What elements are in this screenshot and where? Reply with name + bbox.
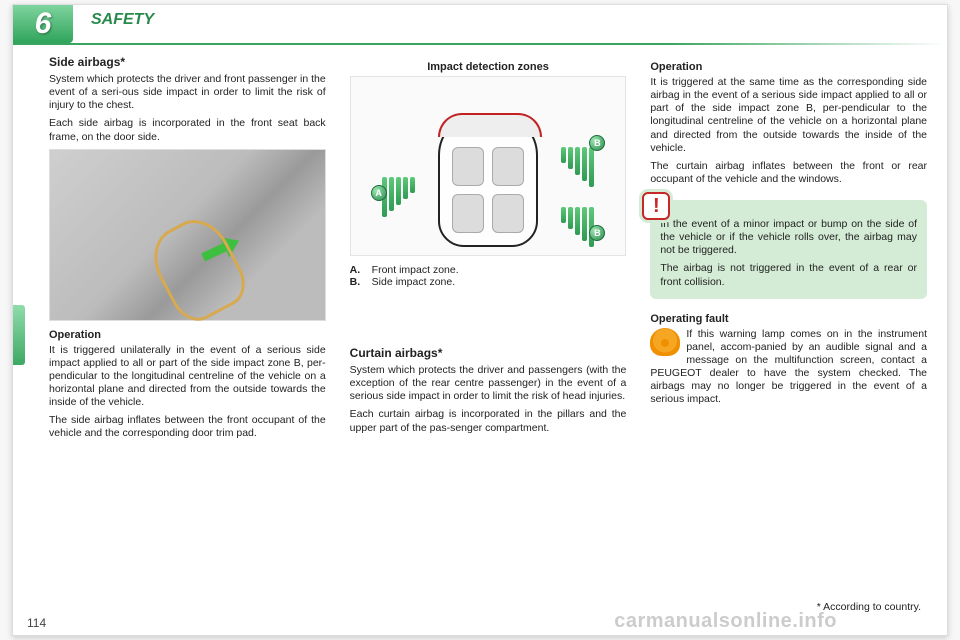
column-1: Side airbags* System which protects the …: [49, 55, 326, 613]
legend-text-b: Side impact zone.: [372, 276, 455, 288]
section-badge: 6: [13, 5, 73, 43]
seat-airbag-image: [49, 149, 326, 321]
caution-note: ! In the event of a minor impact or bump…: [650, 200, 927, 299]
legend-key-b: B.: [350, 276, 372, 288]
column-3: Operation It is triggered at the same ti…: [650, 55, 927, 613]
car-seats-icon: [452, 147, 524, 233]
operation-heading-2: Operation: [650, 61, 927, 73]
side-airbags-para-2: Each side airbag is incorporated in the …: [49, 117, 326, 143]
marker-a: A: [371, 185, 387, 201]
side-airbags-heading: Side airbags*: [49, 55, 326, 69]
operation-para-2a: It is triggered at the same time as the …: [650, 76, 927, 155]
section-title: SAFETY: [91, 11, 154, 29]
legend-text-a: Front impact zone.: [372, 264, 459, 276]
marker-b-bottom: B: [589, 225, 605, 241]
operation-para-1a: It is triggered unilaterally in the even…: [49, 344, 326, 410]
note-text-1: In the event of a minor impact or bump o…: [660, 218, 917, 257]
marker-b-top: B: [589, 135, 605, 151]
curtain-airbags-heading: Curtain airbags*: [350, 346, 627, 360]
legend-row-b: B. Side impact zone.: [350, 276, 627, 288]
legend-key-a: A.: [350, 264, 372, 276]
note-text-2: The airbag is not triggered in the event…: [660, 262, 917, 288]
caution-icon: !: [642, 192, 670, 220]
page-number: 114: [27, 616, 46, 630]
operating-fault-body: If this warning lamp comes on in the ins…: [650, 328, 927, 406]
impact-zones-heading: Impact detection zones: [350, 61, 627, 73]
impact-zones-diagram: A B B: [350, 76, 627, 256]
operation-para-1b: The side airbag inflates between the fro…: [49, 414, 326, 440]
side-tab-accent: [13, 305, 25, 365]
airbag-warning-icon: [650, 328, 680, 356]
seat-airbag-illustration: [50, 150, 325, 320]
content-columns: Side airbags* System which protects the …: [49, 55, 927, 613]
operation-para-2b: The curtain airbag inflates between the …: [650, 160, 927, 186]
side-airbags-para-1: System which protects the driver and fro…: [49, 73, 326, 112]
curtain-para-2: Each curtain airbag is incorporated in t…: [350, 408, 627, 434]
impact-legend: A. Front impact zone. B. Side impact zon…: [350, 264, 627, 288]
column-2: Impact detection zones: [350, 55, 627, 613]
manual-page: 6 SAFETY Side airbags* System which prot…: [12, 4, 948, 636]
car-top-view-icon: [438, 113, 538, 247]
curtain-para-1: System which protects the driver and pas…: [350, 364, 627, 403]
legend-row-a: A. Front impact zone.: [350, 264, 627, 276]
right-top-impact-arrow: [560, 147, 595, 187]
operating-fault-text: If this warning lamp comes on in the ins…: [650, 328, 927, 407]
green-arrow-icon: [198, 231, 244, 268]
operating-fault-heading: Operating fault: [650, 313, 927, 325]
operation-heading-1: Operation: [49, 329, 326, 341]
watermark-text: carmanualsonline.info: [614, 610, 837, 633]
header-rule: [13, 43, 947, 45]
section-number: 6: [35, 7, 52, 41]
